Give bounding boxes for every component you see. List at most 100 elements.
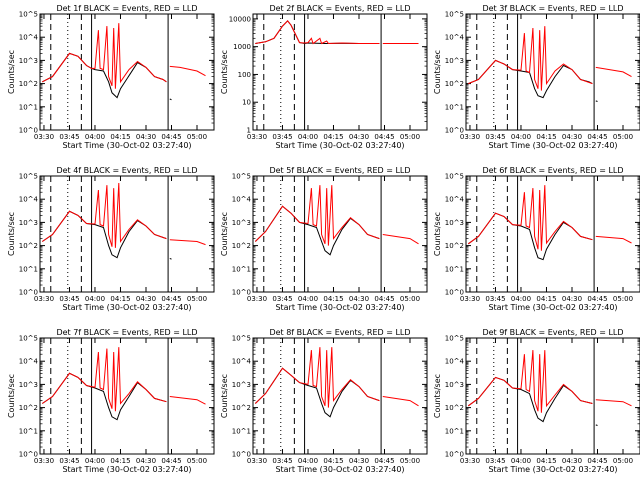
x-tick-label: 04:30: [136, 295, 156, 303]
x-tick-label: 05:00: [613, 457, 633, 465]
y-tick-label: 10^5: [19, 173, 38, 181]
series-events-line-2: [595, 100, 598, 102]
x-tick-label: 04:45: [161, 295, 181, 303]
x-tick-label: 03:45: [59, 133, 79, 141]
x-tick-label: 04:00: [298, 457, 318, 465]
series-lld-line-2: [255, 20, 380, 45]
y-tick-label: 10^4: [19, 358, 39, 366]
y-tick-label: 10^5: [232, 173, 251, 181]
x-tick-label: 03:45: [485, 295, 505, 303]
y-tick-label: 10^2: [19, 242, 38, 250]
chart-panel-4: Det 4f BLACK = Events, RED = LLD 10^0 10^1…: [7, 166, 215, 312]
chart-panel-8: Det 8f BLACK = Events, RED = LLD 10^0 10^1…: [220, 328, 428, 474]
series-lld-line-4: [595, 66, 632, 78]
x-tick-label: 04:30: [562, 457, 582, 465]
x-tick-label: 04:45: [587, 295, 607, 303]
series-lld-line-3: [42, 23, 167, 89]
y-tick-label: 10^1: [232, 265, 251, 273]
series-events-line-2: [595, 424, 598, 426]
y-tick-label: 1: [247, 127, 251, 135]
x-axis-label: Start Time (30-Oct-02 03:27:40): [275, 141, 404, 150]
x-tick-label: 04:30: [136, 133, 156, 141]
x-tick-label: 03:30: [247, 133, 267, 141]
chart-title: Det 9f BLACK = Events, RED = LLD: [482, 328, 623, 337]
y-tick-label: 10^4: [445, 196, 465, 204]
x-tick-label: 03:30: [247, 457, 267, 465]
y-tick-label: 1000: [233, 43, 251, 51]
x-tick-label: 04:45: [161, 457, 181, 465]
chart-panel-2: Det 2f BLACK = Events, RED = LLD 1 10 100 10…: [220, 4, 428, 150]
y-tick-label: 10^4: [19, 196, 39, 204]
x-tick-label: 04:00: [511, 457, 531, 465]
y-axis-label: Counts/sec: [433, 374, 442, 418]
x-tick-label: 05:00: [187, 133, 207, 141]
y-tick-label: 10^5: [445, 173, 464, 181]
y-tick-label: 10^0: [19, 127, 38, 135]
x-tick-label: 04:15: [110, 295, 130, 303]
x-tick-label: 04:15: [536, 133, 556, 141]
y-tick-label: 10^2: [445, 404, 464, 412]
y-tick-label: 10^3: [19, 381, 38, 389]
y-tick-label: 10^5: [232, 335, 251, 343]
plot-frame: [252, 337, 428, 455]
x-tick-label: 05:00: [400, 295, 420, 303]
y-tick-label: 10^4: [445, 34, 465, 42]
y-tick-label: 10^2: [232, 242, 251, 250]
chart-panel-3: Det 3f BLACK = Events, RED = LLD 10^0 10^1…: [433, 4, 640, 150]
series-lld-line-2: [254, 347, 380, 408]
x-tick-label: 03:45: [485, 457, 505, 465]
x-tick-label: 05:00: [613, 133, 633, 141]
y-tick-label: 10^3: [232, 219, 251, 227]
y-tick-label: 10^2: [19, 404, 38, 412]
y-tick-label: 10^5: [445, 335, 464, 343]
y-tick-label: 10^1: [19, 427, 38, 435]
series-lld-line-4: [595, 399, 632, 407]
y-axis-label: Counts/sec: [220, 374, 229, 418]
y-tick-label: 10^4: [19, 34, 39, 42]
y-tick-label: 10^2: [445, 80, 464, 88]
y-axis-label: Counts/sec: [7, 374, 16, 418]
y-tick-label: 10^1: [19, 265, 38, 273]
plot-frame: [39, 337, 215, 455]
y-tick-label: 10^0: [445, 451, 464, 459]
x-tick-label: 04:00: [85, 133, 105, 141]
x-tick-label: 05:00: [187, 295, 207, 303]
x-tick-label: 04:15: [110, 133, 130, 141]
y-axis-label: Counts/sec: [433, 212, 442, 256]
chart-panel-1: Det 1f BLACK = Events, RED = LLD 10^0 10^1…: [7, 4, 215, 150]
x-tick-label: 03:45: [272, 295, 292, 303]
x-tick-label: 04:30: [349, 295, 369, 303]
x-tick-label: 03:45: [485, 133, 505, 141]
series-lld-line-3: [42, 182, 167, 248]
y-tick-label: 10^2: [445, 242, 464, 250]
x-axis-label: Start Time (30-Oct-02 03:27:40): [488, 303, 617, 312]
x-axis-label: Start Time (30-Oct-02 03:27:40): [62, 141, 191, 150]
x-tick-label: 04:45: [374, 133, 394, 141]
x-tick-label: 04:15: [323, 133, 343, 141]
x-tick-label: 04:30: [562, 133, 582, 141]
x-axis-label: Start Time (30-Oct-02 03:27:40): [488, 141, 617, 150]
series-lld-line-3: [382, 396, 419, 407]
chart-title: Det 1f BLACK = Events, RED = LLD: [56, 4, 197, 13]
y-tick-label: 10^1: [445, 427, 464, 435]
y-tick-label: 100: [238, 71, 251, 79]
y-tick-label: 10^3: [19, 57, 38, 65]
x-tick-label: 04:00: [511, 133, 531, 141]
x-tick-label: 04:45: [161, 133, 181, 141]
y-tick-label: 10^1: [19, 103, 38, 111]
x-tick-label: 04:45: [374, 295, 394, 303]
chart-title: Det 4f BLACK = Events, RED = LLD: [56, 166, 197, 175]
y-tick-label: 10^1: [445, 265, 464, 273]
y-tick-label: 10^3: [445, 381, 464, 389]
series-lld-line-4: [169, 65, 206, 77]
y-tick-label: 10^5: [19, 335, 38, 343]
y-tick-label: 10^3: [19, 219, 38, 227]
x-axis-label: Start Time (30-Oct-02 03:27:40): [62, 465, 191, 474]
chart-title: Det 2f BLACK = Events, RED = LLD: [269, 4, 410, 13]
y-axis-label: Counts/sec: [220, 50, 229, 94]
x-tick-label: 03:30: [34, 295, 54, 303]
y-tick-label: 10^2: [19, 80, 38, 88]
y-tick-label: 10^1: [445, 103, 464, 111]
